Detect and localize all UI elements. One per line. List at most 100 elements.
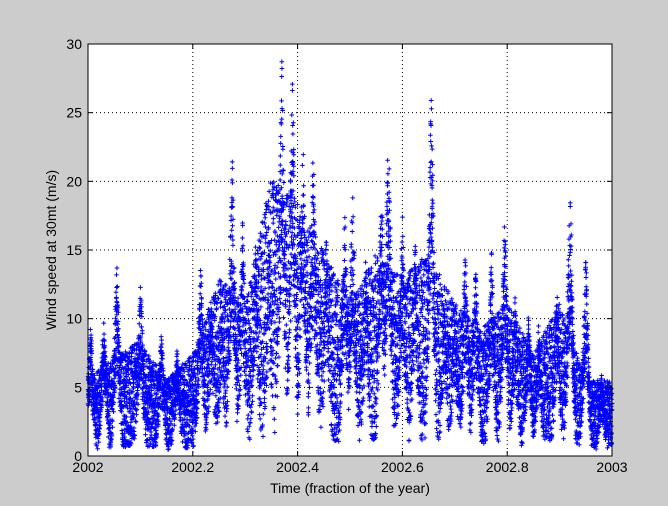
data-point (88, 327, 93, 332)
data-point (116, 343, 122, 349)
data-point (139, 304, 144, 310)
data-point (102, 338, 107, 344)
data-point (118, 360, 124, 365)
data-point (140, 331, 145, 336)
data-point (138, 334, 144, 340)
data-point (113, 289, 119, 295)
data-point (88, 332, 94, 338)
data-point (111, 409, 116, 415)
data-point (99, 383, 104, 389)
data-point (126, 372, 131, 377)
data-point (123, 444, 128, 449)
data-point (139, 376, 145, 381)
data-point (145, 389, 151, 395)
data-point (130, 369, 135, 374)
data-point (112, 351, 118, 357)
data-point (130, 389, 136, 395)
data-point (135, 391, 141, 397)
data-point (107, 374, 112, 380)
data-point (134, 396, 140, 402)
data-point (109, 431, 115, 437)
data-point (121, 371, 127, 377)
data-point (98, 407, 104, 413)
data-point (128, 396, 133, 401)
data-point (124, 374, 129, 380)
data-point (96, 432, 102, 437)
data-point (133, 418, 138, 424)
data-point (124, 383, 129, 388)
data-point (136, 355, 141, 360)
data-point (136, 321, 142, 327)
data-point (114, 272, 119, 278)
data-point (143, 432, 148, 437)
data-point (124, 399, 130, 405)
data-point (121, 352, 127, 358)
data-point (122, 431, 127, 436)
data-point (118, 373, 123, 379)
data-point (123, 402, 128, 408)
data-point (128, 419, 134, 425)
data-point (132, 347, 137, 353)
data-point (114, 300, 120, 305)
data-point (88, 355, 94, 360)
data-point (90, 367, 95, 372)
data-point (129, 354, 134, 359)
data-point (117, 363, 123, 368)
data-point (113, 366, 118, 371)
data-point (94, 443, 99, 449)
data-point (102, 354, 108, 359)
data-point (138, 285, 143, 290)
data-point (110, 419, 115, 424)
data-point (111, 400, 117, 405)
data-point (116, 309, 121, 315)
data-point (128, 361, 134, 367)
data-point (102, 349, 108, 355)
data-point (89, 351, 95, 356)
data-point (114, 295, 119, 300)
data-point (101, 320, 107, 326)
data-point (131, 380, 137, 386)
data-point (131, 385, 136, 391)
data-point (135, 402, 141, 407)
data-point (119, 398, 125, 404)
data-point (124, 414, 129, 420)
data-point (121, 377, 127, 382)
data-point (97, 426, 102, 432)
data-point (144, 383, 150, 388)
data-point (91, 380, 97, 385)
data-point (126, 362, 131, 367)
data-point (112, 384, 118, 390)
data-point (139, 324, 144, 330)
data-point (97, 423, 103, 428)
data-point (115, 319, 121, 324)
data-point (137, 382, 142, 388)
data-point (99, 378, 105, 383)
data-point (116, 344, 121, 349)
data-point (143, 378, 148, 384)
data-point (89, 362, 95, 368)
data-point (140, 355, 146, 361)
data-point (138, 297, 144, 303)
data-point (119, 428, 125, 433)
data-point (92, 373, 97, 378)
data-point (108, 364, 114, 370)
data-point (108, 444, 114, 450)
data-point (116, 326, 121, 331)
data-point (113, 315, 118, 321)
data-point (113, 373, 119, 379)
data-point (116, 396, 122, 401)
data-point (111, 394, 116, 400)
data-point (135, 370, 141, 376)
data-point (90, 372, 95, 378)
data-point (106, 413, 111, 419)
data-point (140, 342, 145, 348)
data-point (139, 314, 145, 319)
data-point (123, 349, 128, 355)
data-point (103, 354, 108, 360)
data-point (88, 359, 94, 365)
data-point (104, 387, 110, 392)
data-point (130, 415, 136, 420)
data-point (99, 395, 105, 401)
data-point (101, 331, 107, 337)
